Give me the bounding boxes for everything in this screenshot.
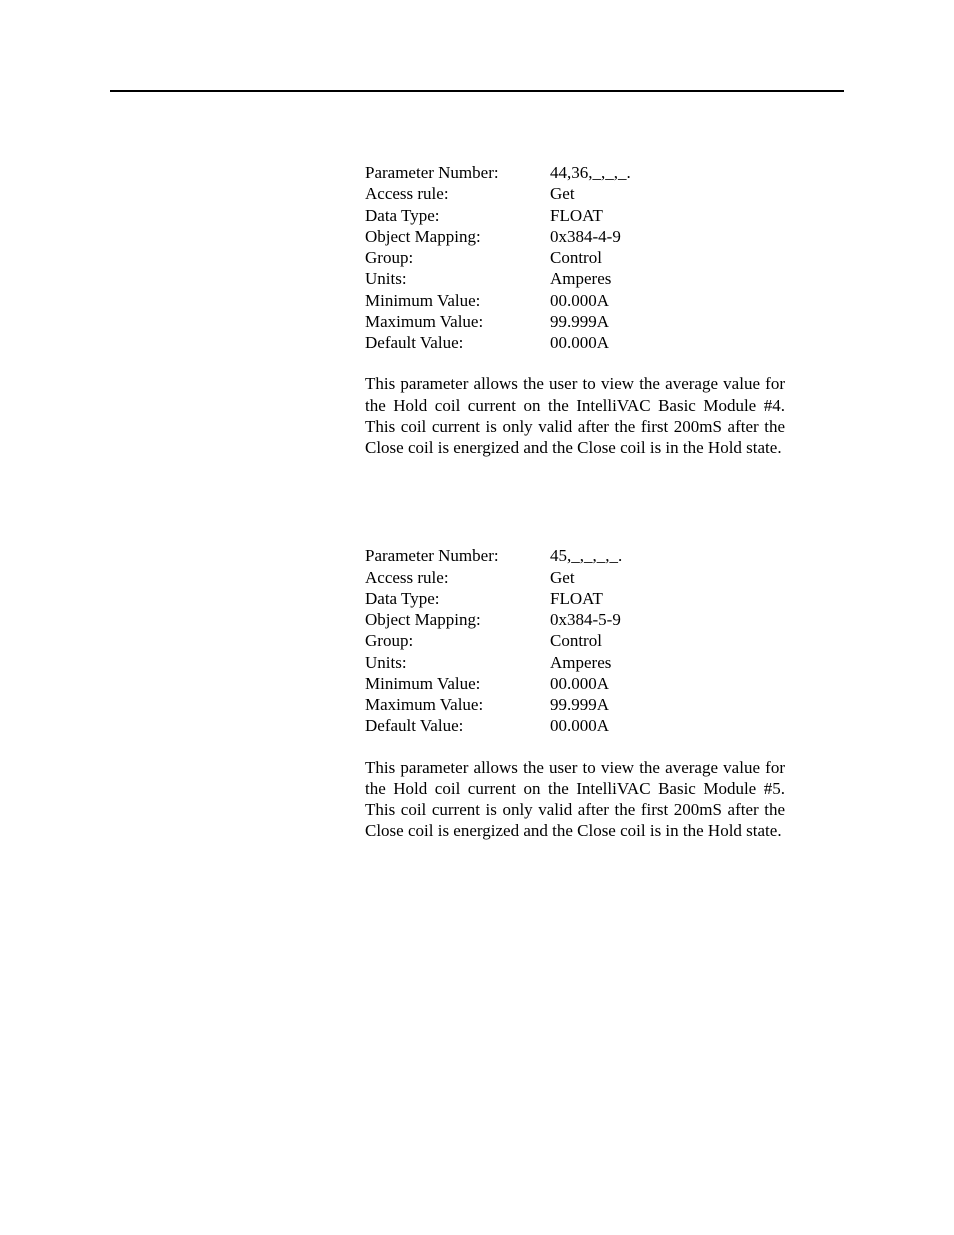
- param-label: Group:: [365, 247, 550, 268]
- param-row: Units: Amperes: [365, 652, 785, 673]
- param-value: Amperes: [550, 268, 785, 289]
- param-label: Data Type:: [365, 588, 550, 609]
- param-row: Parameter Number: 44,36,_,_,_.: [365, 162, 785, 183]
- param-value: 44,36,_,_,_.: [550, 162, 785, 183]
- param-value: FLOAT: [550, 205, 785, 226]
- param-label: Default Value:: [365, 332, 550, 353]
- param-row: Group: Control: [365, 630, 785, 651]
- param-label: Maximum Value:: [365, 694, 550, 715]
- horizontal-rule: [110, 90, 844, 92]
- param-row: Default Value: 00.000A: [365, 332, 785, 353]
- parameter-section: Parameter Number: 44,36,_,_,_. Access ru…: [365, 162, 785, 458]
- param-value: Get: [550, 567, 785, 588]
- param-value: 00.000A: [550, 332, 785, 353]
- param-row: Access rule: Get: [365, 567, 785, 588]
- param-value: 00.000A: [550, 290, 785, 311]
- param-label: Minimum Value:: [365, 673, 550, 694]
- parameter-section: Parameter Number: 45,_,_,_,_. Access rul…: [365, 545, 785, 841]
- param-label: Default Value:: [365, 715, 550, 736]
- param-value: 0x384-5-9: [550, 609, 785, 630]
- param-row: Group: Control: [365, 247, 785, 268]
- param-value: Control: [550, 630, 785, 651]
- param-label: Access rule:: [365, 567, 550, 588]
- param-row: Data Type: FLOAT: [365, 588, 785, 609]
- param-label: Data Type:: [365, 205, 550, 226]
- section-gap: [365, 475, 785, 545]
- param-label: Minimum Value:: [365, 290, 550, 311]
- param-label: Object Mapping:: [365, 609, 550, 630]
- param-row: Data Type: FLOAT: [365, 205, 785, 226]
- param-value: 99.999A: [550, 694, 785, 715]
- param-label: Access rule:: [365, 183, 550, 204]
- param-row: Parameter Number: 45,_,_,_,_.: [365, 545, 785, 566]
- param-description: This parameter allows the user to view t…: [365, 757, 785, 842]
- param-value: 0x384-4-9: [550, 226, 785, 247]
- param-value: 99.999A: [550, 311, 785, 332]
- param-row: Object Mapping: 0x384-5-9: [365, 609, 785, 630]
- document-content: Parameter Number: 44,36,_,_,_. Access ru…: [365, 162, 785, 842]
- param-row: Default Value: 00.000A: [365, 715, 785, 736]
- param-label: Maximum Value:: [365, 311, 550, 332]
- param-value: 00.000A: [550, 673, 785, 694]
- param-row: Object Mapping: 0x384-4-9: [365, 226, 785, 247]
- param-row: Access rule: Get: [365, 183, 785, 204]
- param-value: 00.000A: [550, 715, 785, 736]
- param-label: Object Mapping:: [365, 226, 550, 247]
- param-label: Units:: [365, 268, 550, 289]
- param-value: Amperes: [550, 652, 785, 673]
- param-row: Minimum Value: 00.000A: [365, 673, 785, 694]
- param-row: Maximum Value: 99.999A: [365, 311, 785, 332]
- param-description: This parameter allows the user to view t…: [365, 373, 785, 458]
- param-row: Units: Amperes: [365, 268, 785, 289]
- param-row: Minimum Value: 00.000A: [365, 290, 785, 311]
- param-label: Units:: [365, 652, 550, 673]
- param-label: Group:: [365, 630, 550, 651]
- param-label: Parameter Number:: [365, 162, 550, 183]
- param-value: Get: [550, 183, 785, 204]
- param-value: FLOAT: [550, 588, 785, 609]
- param-value: 45,_,_,_,_.: [550, 545, 785, 566]
- param-label: Parameter Number:: [365, 545, 550, 566]
- param-row: Maximum Value: 99.999A: [365, 694, 785, 715]
- document-page: Parameter Number: 44,36,_,_,_. Access ru…: [0, 0, 954, 1235]
- param-value: Control: [550, 247, 785, 268]
